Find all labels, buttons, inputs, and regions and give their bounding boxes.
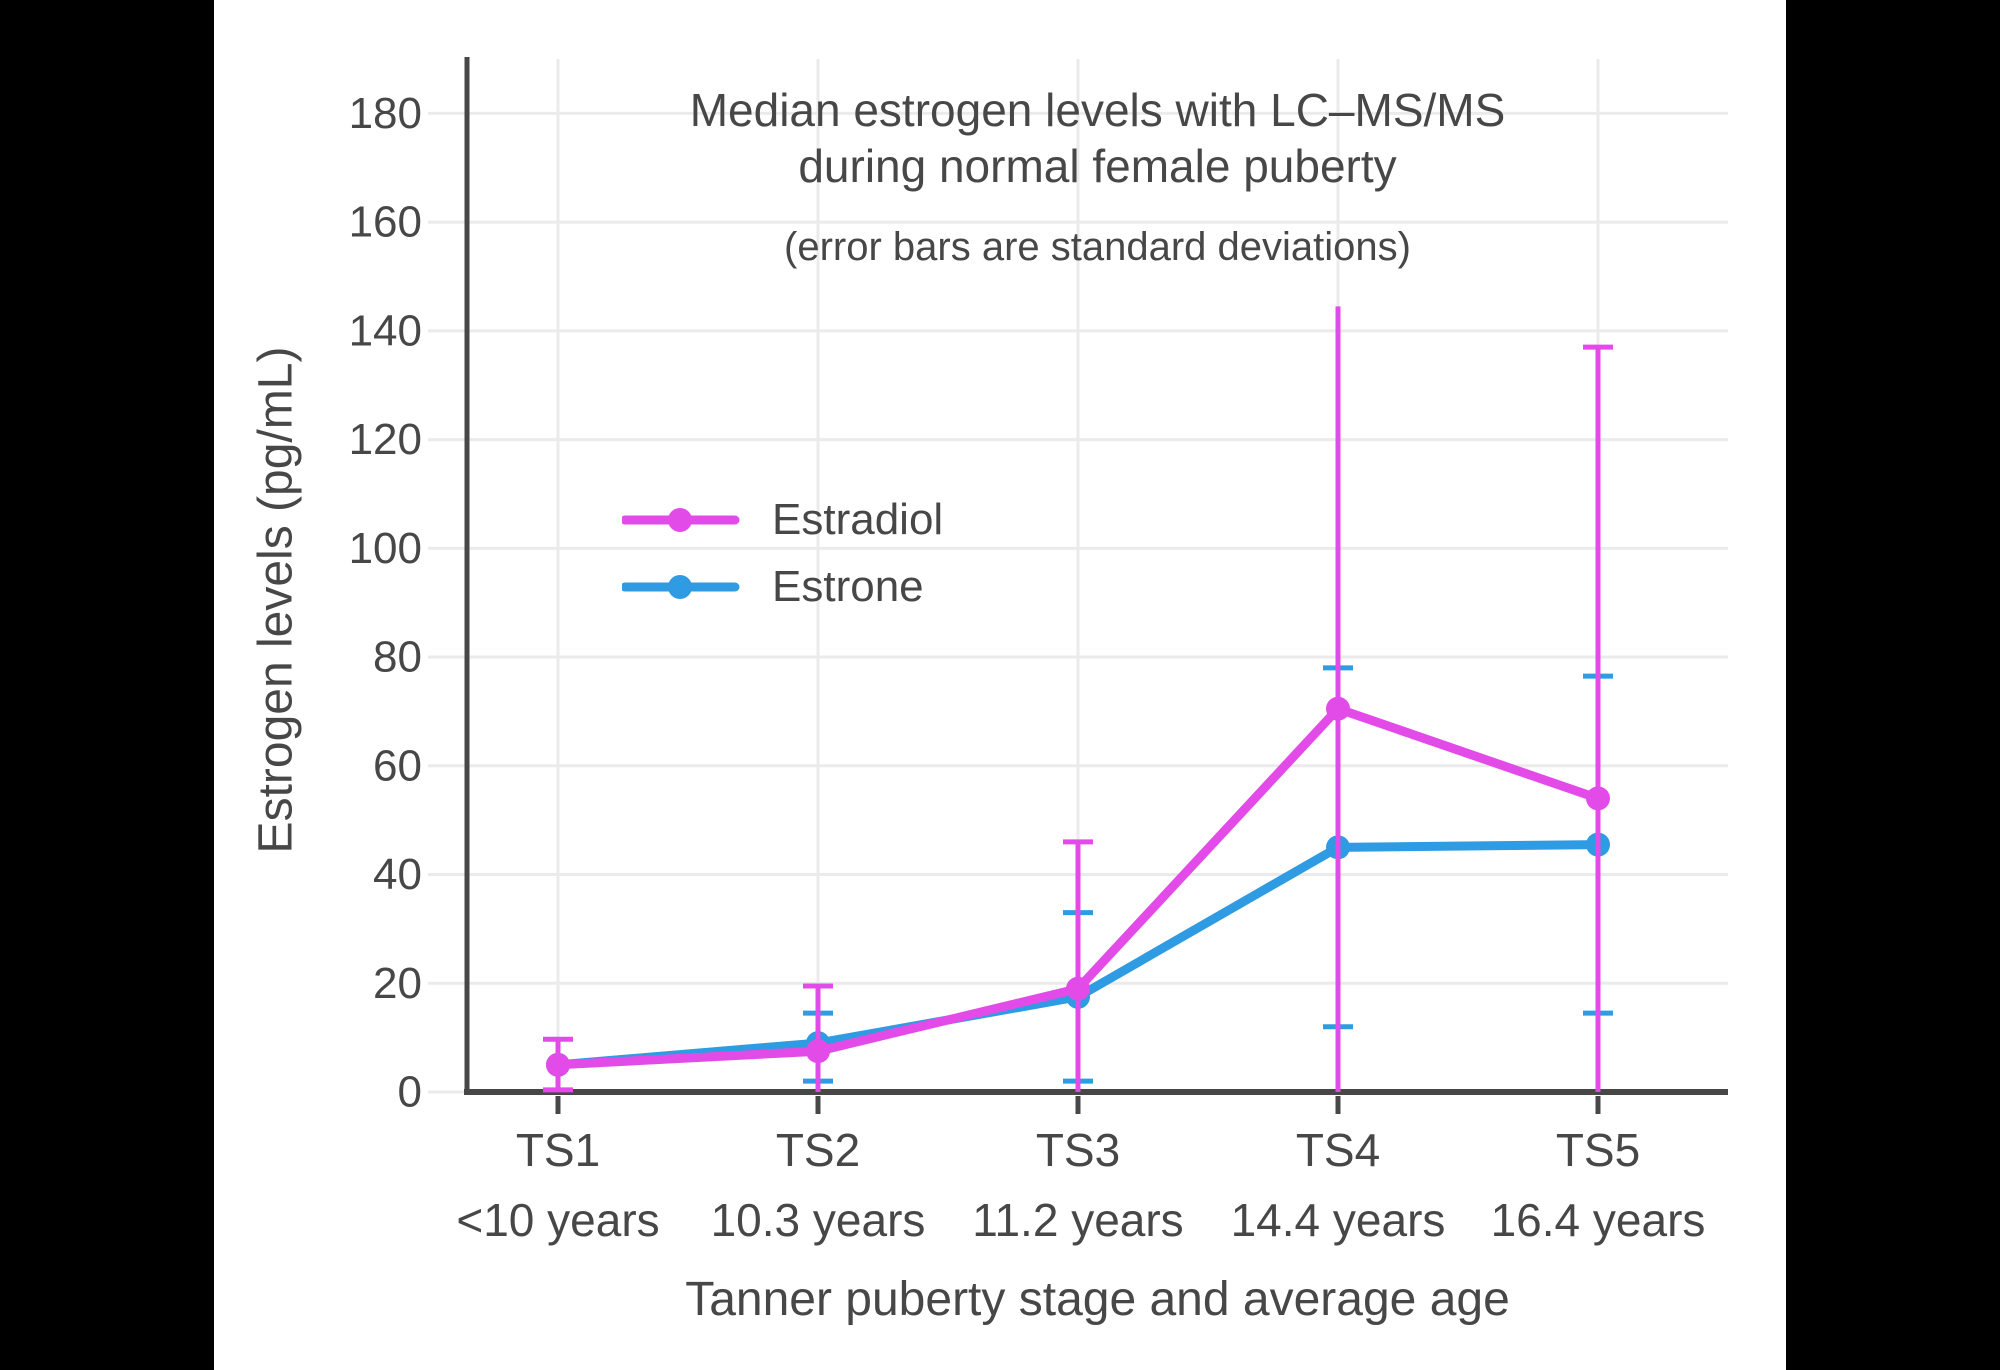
chart-subtitle: (error bars are standard deviations)	[784, 225, 1411, 269]
y-tick-label: 100	[349, 524, 422, 573]
x-tick-sublabel: 16.4 years	[1491, 1194, 1706, 1246]
legend-item-estradiol: Estradiol	[622, 494, 943, 546]
y-tick-label: 160	[349, 198, 422, 247]
axes	[464, 57, 1728, 1114]
y-tick-label: 120	[349, 415, 422, 464]
y-tick-label: 180	[349, 89, 422, 138]
x-tick-label: TS4	[1296, 1124, 1380, 1176]
y-tick-label: 40	[373, 850, 422, 899]
x-tick-sublabel: 11.2 years	[972, 1194, 1183, 1246]
y-tick-label: 140	[349, 306, 422, 355]
y-tick-label: 20	[373, 959, 422, 1008]
legend-line-estrone	[622, 575, 740, 599]
x-tick-label: TS2	[776, 1124, 860, 1176]
y-axis-title: Estrogen levels (pg/mL)	[249, 346, 303, 854]
chart-plot: 0 20 40 60 80 100 120 140 160 180 TS1 TS2 TS3 TS4 TS5 <…	[349, 57, 1728, 1246]
legend-item-estrone: Estrone	[622, 561, 924, 613]
chart-title-line2: during normal female puberty	[798, 140, 1397, 192]
y-tick-label: 80	[373, 633, 422, 682]
y-tick-label: 60	[373, 741, 422, 790]
x-tick-sublabel: <10 years	[456, 1194, 659, 1246]
series-estradiol	[543, 306, 1613, 1093]
legend-label-estradiol: Estradiol	[772, 495, 944, 544]
chart-title-line1: Median estrogen levels with LC–MS/MS	[689, 84, 1506, 136]
x-tick-label: TS5	[1556, 1124, 1640, 1176]
x-tick-sublabel: 14.4 years	[1231, 1194, 1446, 1246]
x-tick-label: TS3	[1036, 1124, 1120, 1176]
x-axis-title: Tanner puberty stage and average age	[685, 1273, 1510, 1326]
y-tick-label: 0	[398, 1068, 422, 1117]
legend-label-estrone: Estrone	[772, 562, 924, 611]
x-tick-label: TS1	[516, 1124, 600, 1176]
figure-canvas: 0 20 40 60 80 100 120 140 160 180 TS1 TS2 TS3 TS4 TS5 <…	[214, 0, 1786, 1370]
chart-title: Median estrogen levels with LC–MS/MS dur…	[467, 82, 1728, 194]
legend-line-estradiol	[622, 508, 740, 532]
axis-labels: 0 20 40 60 80 100 120 140 160 180 TS1 TS2 TS3 TS4 TS5 <…	[349, 89, 1706, 1246]
x-tick-sublabel: 10.3 years	[711, 1194, 926, 1246]
